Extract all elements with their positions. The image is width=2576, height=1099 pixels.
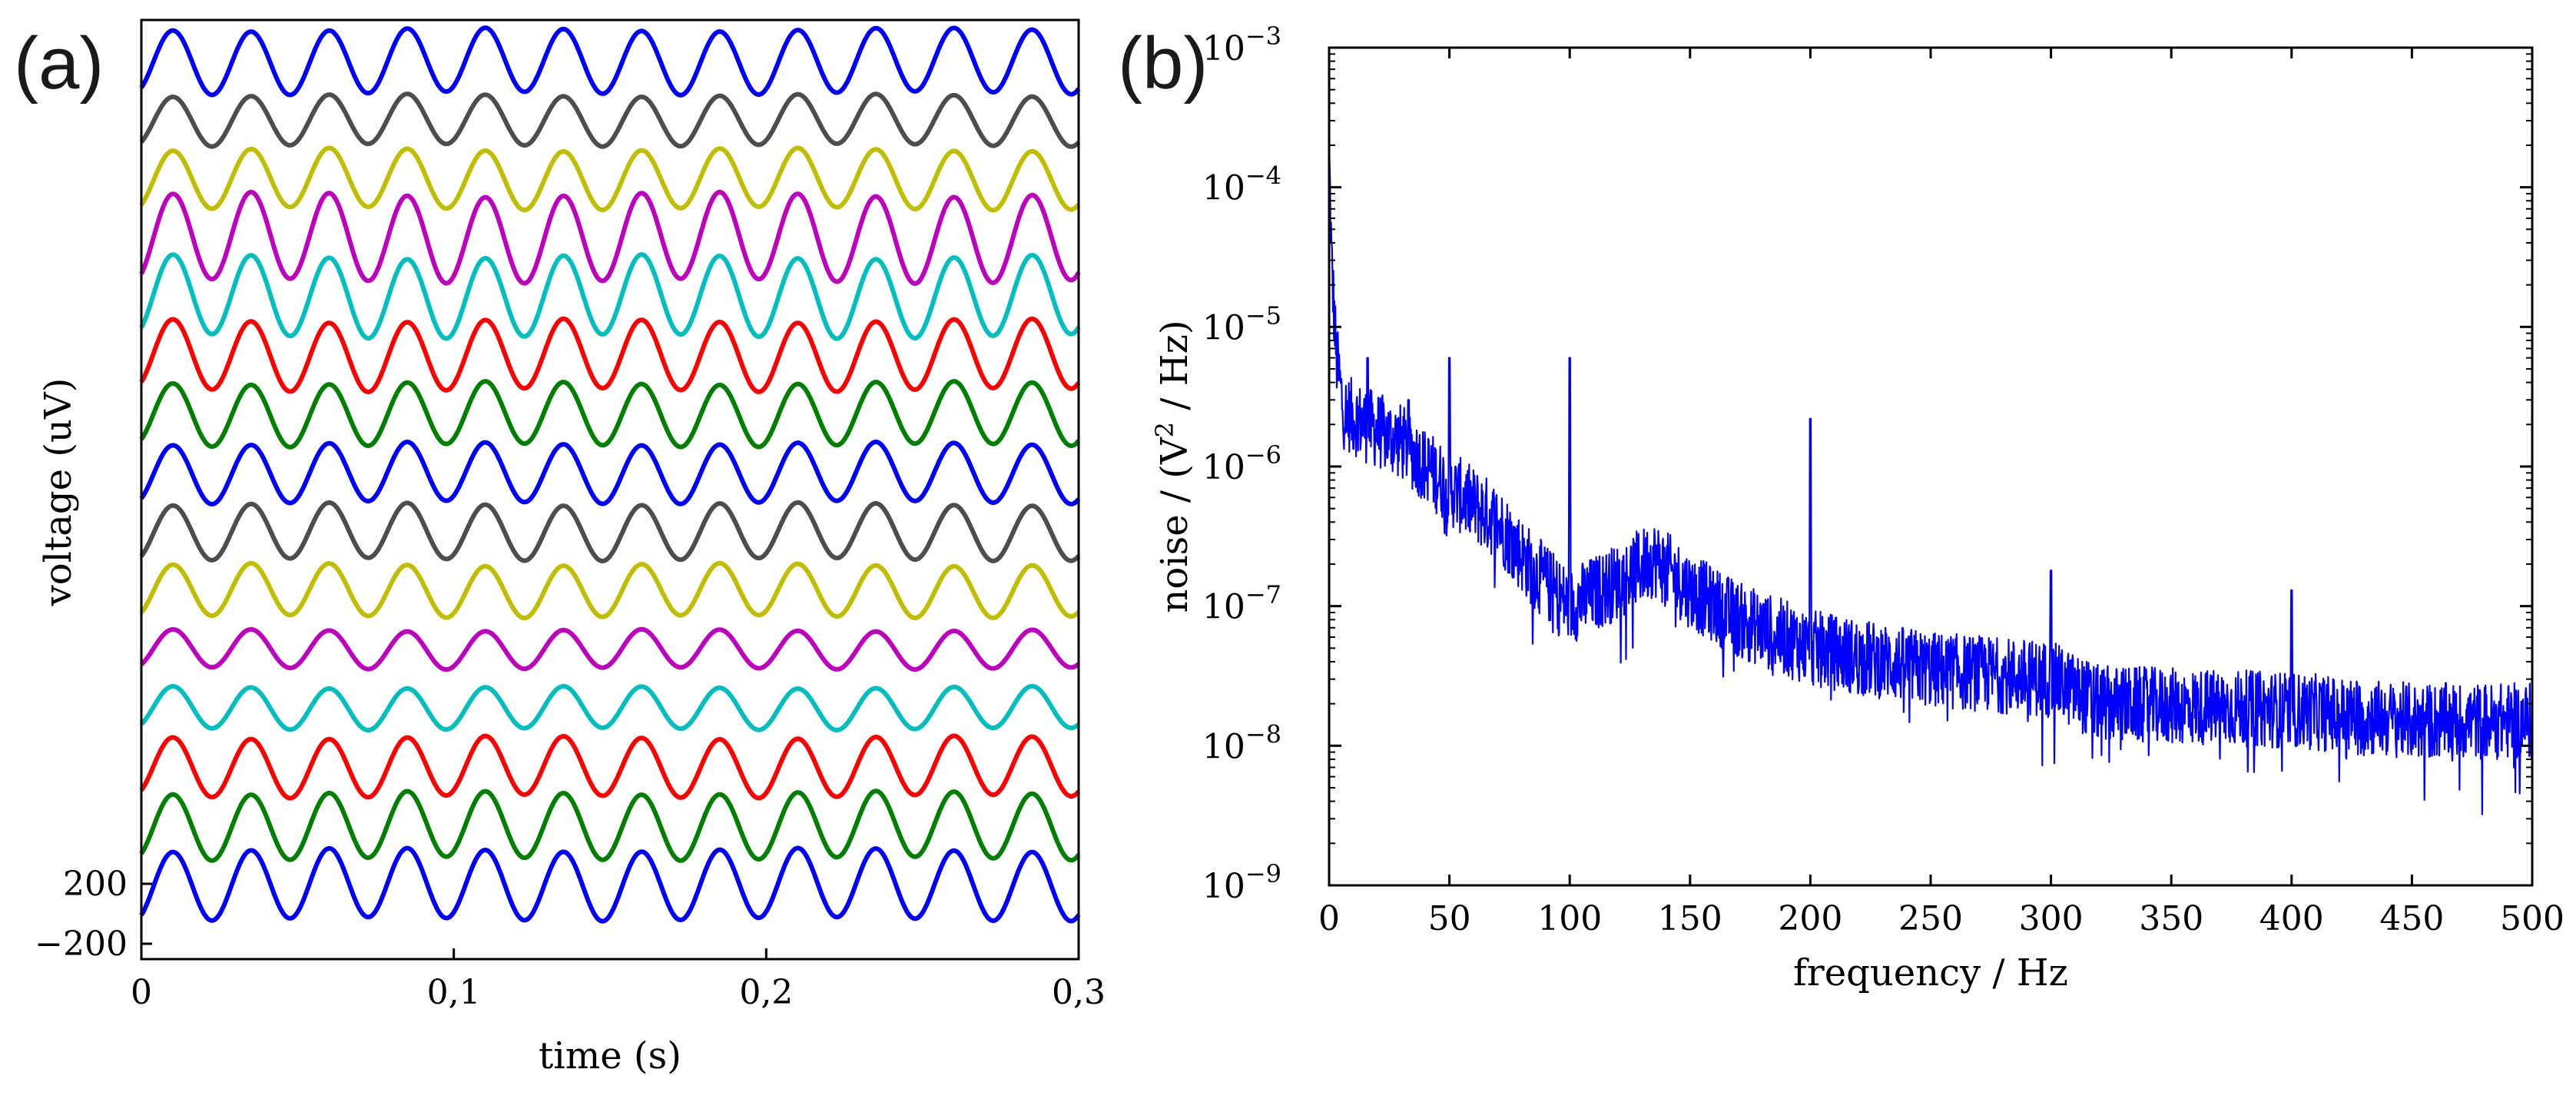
panel-a-y-ticks: 200 −200 [35,865,152,964]
panel-b-y-tick-label: 10−3 [1202,22,1281,68]
panel-a-x-tick-label: 0,2 [739,973,793,1012]
panel-b-x-tick-label: 300 [2019,899,2084,938]
trace-10 [139,560,1081,621]
panel-a-x-tick-label: 0 [131,973,152,1012]
trace-4 [139,189,1081,286]
panel-b: (b) 0 50 100 150 200 250 300 350 400 450 500 10−31… [1118,22,2564,994]
panel-b-y-axis-label: noise / (V2 / Hz) [1150,320,1196,613]
panel-b-x-tick-label: 200 [1778,899,1842,938]
panel-a-x-ticks: 0 0,1 0,2 0,3 [131,948,1106,1012]
panel-b-x-tick-label: 350 [2139,899,2203,938]
panel-b-y-tick-label: 10−8 [1202,719,1281,766]
panel-b-y-tick-label: 10−9 [1202,859,1281,906]
trace-15 [139,845,1081,924]
panel-b-y-axis-label-sup: 2 [1150,422,1179,437]
noise-spectrum-line [1328,139,2534,815]
panel-a: (a) 0 0,1 0,2 0,3 200 −200 time (s) voltage … [14,18,1106,1077]
panel-b-label: (b) [1118,22,1208,105]
panel-a-label: (a) [14,22,104,105]
panel-a-traces [139,25,1081,924]
panel-b-y-tick-label: 10−7 [1202,580,1281,627]
panel-b-x-tick-label: 400 [2259,899,2324,938]
panel-b-y-tick-label: 10−4 [1202,161,1281,208]
trace-9 [139,500,1081,563]
trace-11 [139,626,1080,672]
panel-b-y-axis-label-suffix: / Hz) [1153,320,1196,422]
trace-5 [139,252,1081,341]
trace-12 [139,683,1080,733]
panel-a-y-axis-label: voltage (uV) [37,378,80,607]
panel-b-x-tick-label: 0 [1318,899,1340,938]
panel-b-x-axis-label: frequency / Hz [1793,951,2068,994]
panel-a-x-tick-label: 0,3 [1052,973,1106,1012]
trace-8 [139,440,1081,506]
trace-2 [139,91,1081,149]
panel-a-x-axis-label: time (s) [539,1034,681,1077]
trace-6 [139,316,1081,394]
panel-b-series [1328,139,2534,815]
panel-b-x-tick-label: 150 [1658,899,1722,938]
trace-1 [139,25,1081,98]
panel-b-x-tick-label: 250 [1898,899,1963,938]
panel-b-x-tick-label: 50 [1428,899,1471,938]
panel-b-y-tick-label: 10−6 [1202,440,1281,487]
panel-b-x-tick-label: 500 [2500,899,2564,938]
panel-a-plot-frame [140,18,1080,961]
trace-13 [139,733,1081,801]
trace-14 [139,789,1081,863]
panel-a-y-tick-label: −200 [35,925,128,964]
panel-b-y-axis-label-prefix: noise / (V [1153,437,1196,613]
trace-7 [139,379,1081,450]
trace-3 [139,145,1081,213]
panel-b-x-tick-label: 100 [1537,899,1602,938]
panel-a-y-tick-label: 200 [63,865,128,904]
panel-b-y-tick-label: 10−5 [1202,300,1281,347]
panel-a-x-tick-label: 0,1 [427,973,481,1012]
panel-b-y-ticks: 10−3 10−4 10−5 10−6 10−7 10−8 10−9 [1202,22,2532,906]
panel-b-x-tick-label: 450 [2379,899,2444,938]
panel-b-plot-frame [1328,46,2534,887]
panel-b-x-ticks: 0 50 100 150 200 250 300 350 400 450 500 [1318,48,2564,938]
